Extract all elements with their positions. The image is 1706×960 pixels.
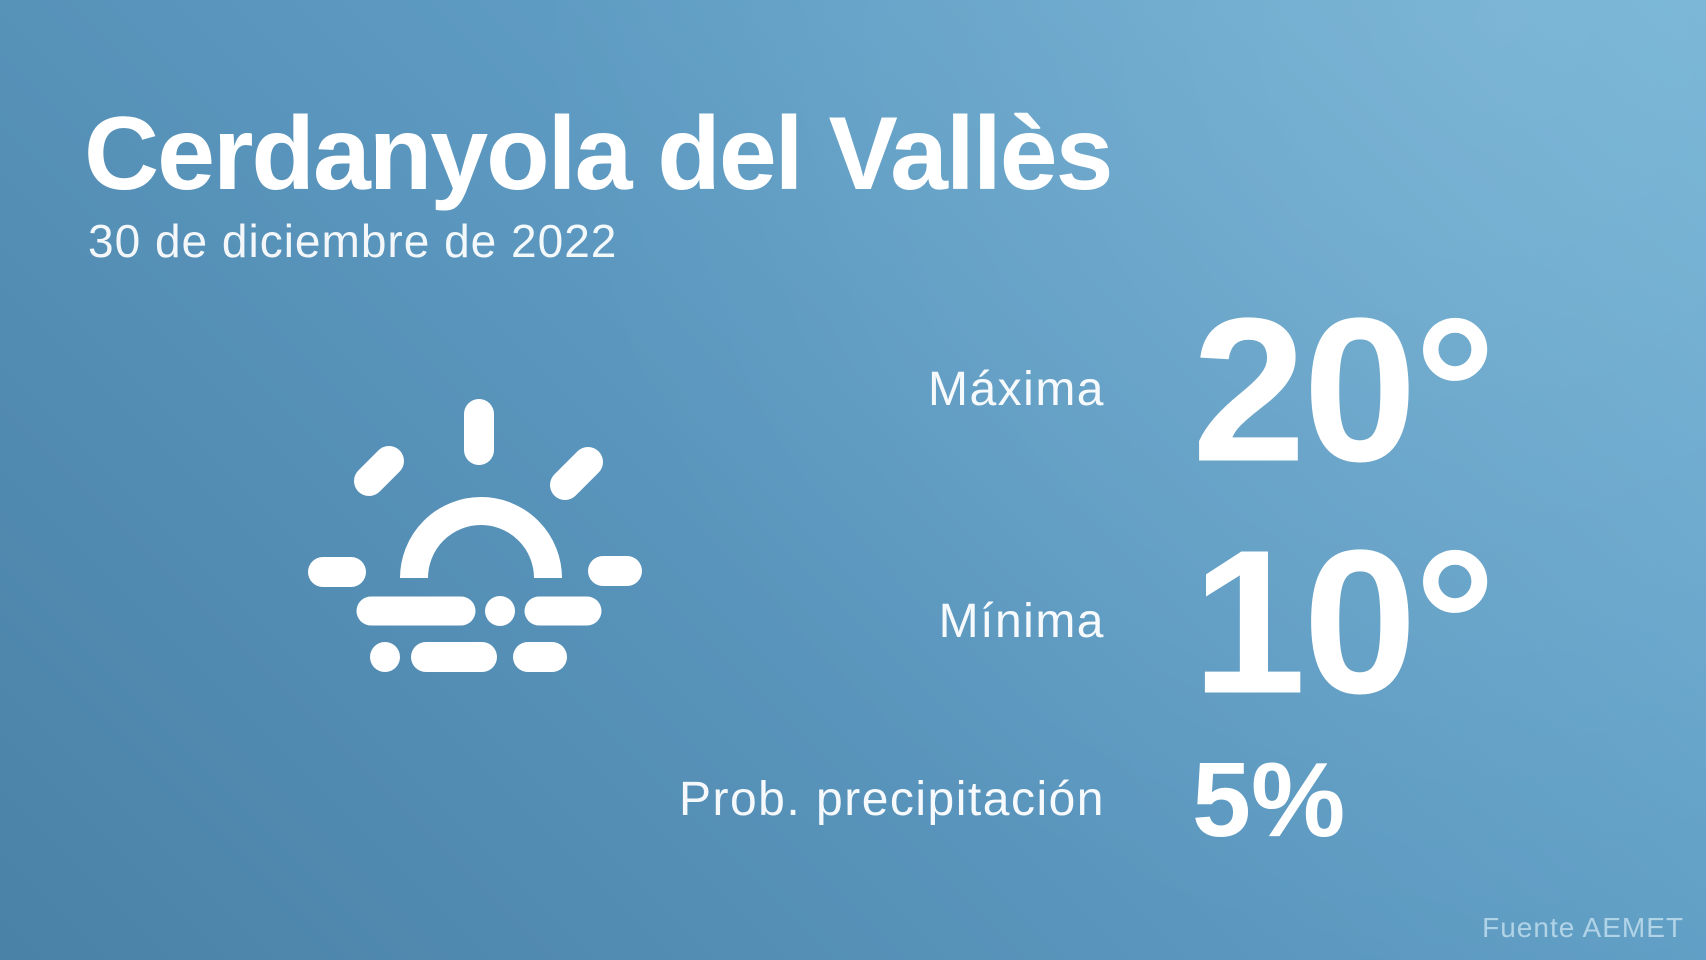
min-temperature-label: Mínima: [938, 595, 1105, 648]
source-attribution: Fuente AEMET: [1482, 912, 1684, 943]
min-temperature-value: 10°: [1192, 507, 1496, 737]
sun-fog-icon: [290, 385, 660, 685]
forecast-date: 30 de diciembre de 2022: [88, 215, 618, 267]
max-temperature-label: Máxima: [927, 363, 1105, 416]
precipitation-value: 5%: [1192, 741, 1346, 859]
page-title: Cerdanyola del Vallès: [84, 96, 1113, 212]
max-temperature-value: 20°: [1192, 275, 1496, 505]
precipitation-label: Prob. precipitación: [678, 773, 1105, 826]
